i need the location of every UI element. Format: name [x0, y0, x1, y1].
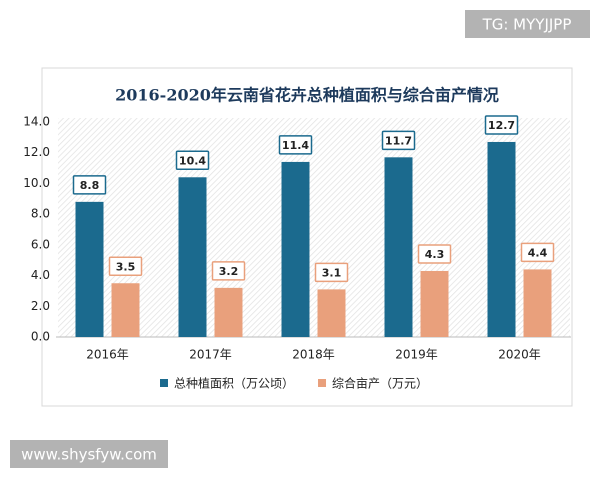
- bar: [178, 177, 207, 337]
- data-label: 11.4: [282, 139, 309, 152]
- data-label: 4.4: [528, 246, 548, 259]
- chart-title: 2016-2020年云南省花卉总种植面积与综合亩产情况: [115, 86, 499, 105]
- watermark-box: [10, 440, 168, 468]
- data-label-box: [108, 256, 143, 276]
- data-label-box: [278, 135, 313, 155]
- x-tick-label: 2020年: [498, 348, 541, 362]
- legend-label: 总种植面积（万公顷）: [174, 376, 294, 391]
- y-tick-label: 12.0: [23, 145, 50, 159]
- legend-swatch: [318, 379, 327, 387]
- data-label: 3.5: [116, 260, 136, 273]
- data-label-box: [381, 130, 416, 151]
- plot-background: [58, 118, 570, 337]
- data-label-box: [72, 175, 107, 195]
- data-label: 8.8: [80, 179, 100, 192]
- y-tick-label: 6.0: [31, 237, 50, 251]
- y-tick-label: 2.0: [31, 299, 50, 313]
- data-label: 3.1: [322, 266, 342, 279]
- x-tick-label: 2019年: [395, 348, 438, 362]
- data-label-box: [175, 150, 210, 171]
- watermark: www.shysfyw.com: [21, 446, 157, 464]
- x-tick-label: 2018年: [292, 348, 335, 362]
- data-label: 10.4: [179, 154, 206, 167]
- data-label: 12.7: [488, 119, 515, 132]
- bar: [281, 161, 310, 337]
- bar: [317, 289, 346, 337]
- x-tick-label: 2017年: [189, 348, 232, 362]
- bar: [75, 201, 104, 337]
- bar: [111, 283, 140, 337]
- watermark: TG: MYYJJPP: [482, 16, 572, 34]
- data-label: 3.2: [219, 265, 239, 278]
- legend-swatch: [160, 379, 168, 387]
- y-tick-label: 10.0: [23, 176, 50, 190]
- data-label-box: [520, 242, 555, 263]
- bar: [487, 141, 516, 337]
- bar: [523, 269, 552, 337]
- data-label-box: [211, 261, 246, 281]
- data-label-box: [484, 115, 519, 135]
- y-tick-label: 14.0: [23, 115, 50, 129]
- bar: [420, 270, 449, 337]
- y-tick-label: 0.0: [31, 330, 50, 344]
- bar: [214, 287, 243, 337]
- x-tick-label: 2016年: [86, 348, 129, 362]
- data-label: 4.3: [425, 248, 445, 261]
- data-label: 11.7: [385, 134, 412, 147]
- y-tick-label: 4.0: [31, 268, 50, 282]
- data-label-box: [314, 262, 349, 283]
- data-label-box: [417, 244, 452, 264]
- y-tick-label: 8.0: [31, 207, 50, 221]
- watermark-box: [465, 10, 590, 38]
- legend-label: 综合亩产（万元）: [332, 376, 428, 391]
- bar: [384, 157, 413, 337]
